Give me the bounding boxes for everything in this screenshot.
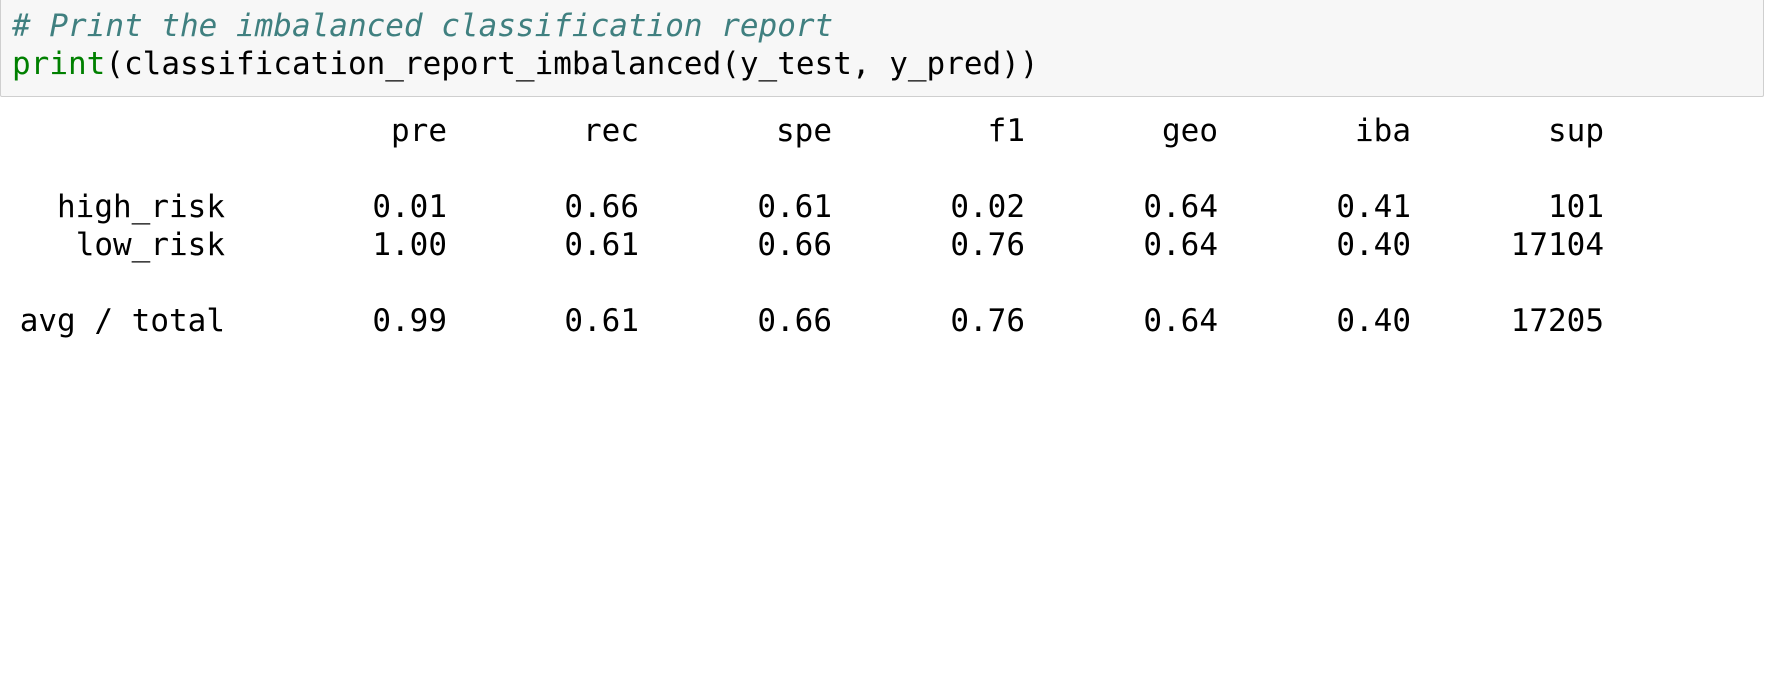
value-sup: 101: [1548, 189, 1604, 225]
value-f1: 0.02: [950, 189, 1025, 225]
value-sup: 17205: [1510, 303, 1604, 339]
print-call: (classification_report_imbalanced(y_test…: [105, 46, 1039, 82]
value-spe: 0.61: [757, 189, 832, 225]
print-builtin: print: [12, 46, 106, 82]
row-label: high_risk: [57, 189, 225, 225]
code-comment-line: # Print the imbalanced classification re…: [12, 7, 833, 45]
header-geo: geo: [1162, 113, 1218, 149]
value-sup: 17104: [1510, 227, 1604, 263]
value-f1: 0.76: [950, 227, 1025, 263]
value-pre: 0.99: [372, 303, 447, 339]
header-sup: sup: [1548, 113, 1604, 149]
value-spe: 0.66: [757, 303, 832, 339]
value-geo: 0.64: [1143, 189, 1218, 225]
value-pre: 0.01: [372, 189, 447, 225]
code-cell[interactable]: # Print the imbalanced classification re…: [0, 0, 1764, 97]
header-rec: rec: [583, 113, 639, 149]
value-geo: 0.64: [1143, 227, 1218, 263]
value-rec: 0.66: [564, 189, 639, 225]
header-iba: iba: [1355, 113, 1411, 149]
code-print-line: print(classification_report_imbalanced(y…: [12, 45, 1039, 83]
value-iba: 0.41: [1336, 189, 1411, 225]
code-comment: # Print the imbalanced classification re…: [12, 8, 834, 44]
header-spe: spe: [776, 113, 832, 149]
value-spe: 0.66: [757, 227, 832, 263]
header-pre: pre: [391, 113, 447, 149]
value-geo: 0.64: [1143, 303, 1218, 339]
value-f1: 0.76: [950, 303, 1025, 339]
report-header-row: pre rec spe f1 geo iba sup: [12, 112, 1604, 150]
value-rec: 0.61: [564, 303, 639, 339]
row-label: avg / total: [19, 303, 225, 339]
report-row-total: avg / total 0.99 0.61 0.66 0.76 0.64 0.4…: [12, 302, 1604, 340]
value-iba: 0.40: [1336, 227, 1411, 263]
report-row-high-risk: high_risk 0.01 0.66 0.61 0.02 0.64 0.41 …: [12, 188, 1604, 226]
cell-output: pre rec spe f1 geo iba sup high_risk 0.0…: [12, 112, 1604, 340]
row-label: low_risk: [75, 227, 225, 263]
report-row-low-risk: low_risk 1.00 0.61 0.66 0.76 0.64 0.40 1…: [12, 226, 1604, 264]
value-pre: 1.00: [372, 227, 447, 263]
header-f1: f1: [987, 113, 1025, 149]
value-rec: 0.61: [564, 227, 639, 263]
value-iba: 0.40: [1336, 303, 1411, 339]
